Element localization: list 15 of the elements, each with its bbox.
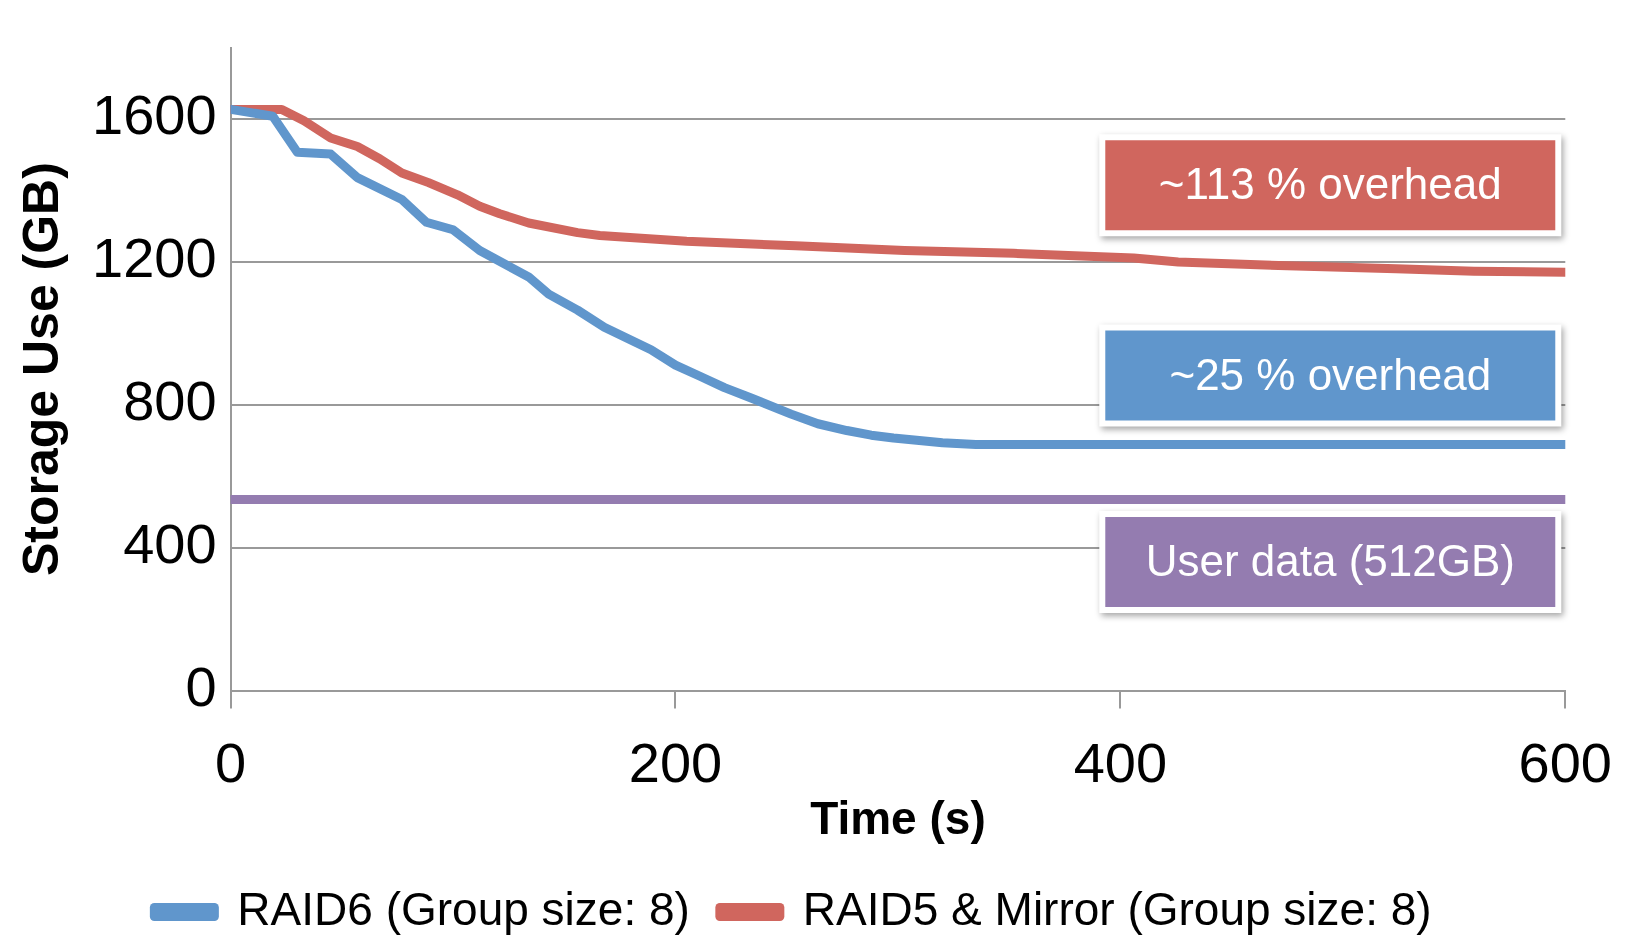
y-tick-label: 400 — [123, 512, 217, 576]
annotation: ~25 % overhead — [1169, 349, 1492, 399]
legend-label: RAID6 (Group size: 8) — [237, 882, 690, 935]
annotation: User data (512GB) — [1145, 536, 1515, 586]
annotation: ~113 % overhead — [1158, 159, 1502, 209]
y-tick-label: 1600 — [92, 83, 217, 147]
x-axis-title: Time (s) — [810, 792, 986, 845]
y-tick-label: 0 — [185, 655, 217, 719]
x-tick-label: 400 — [1073, 730, 1168, 794]
x-tick-label: 200 — [628, 730, 723, 794]
x-tick-label: 600 — [1518, 730, 1612, 794]
y-tick-label: 800 — [123, 369, 217, 433]
legend-label: RAID5 & Mirror (Group size: 8) — [802, 882, 1432, 935]
y-tick-label: 1200 — [92, 226, 217, 290]
y-axis-title: Storage Use (GB) — [12, 162, 69, 577]
